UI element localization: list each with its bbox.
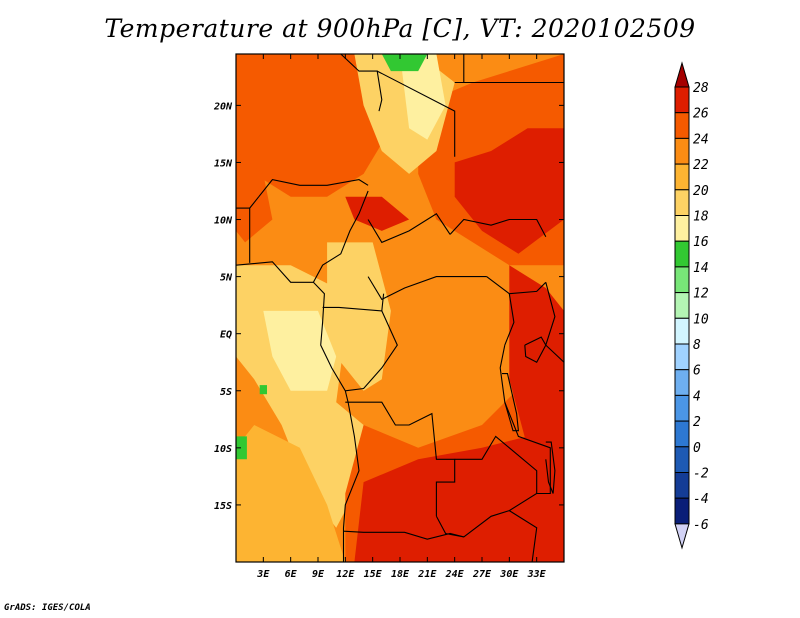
temperature-shading — [236, 54, 564, 562]
temp-region-green-patch-sw — [259, 385, 267, 395]
colorbar-label: 8 — [693, 338, 701, 353]
colorbar-label: 4 — [693, 389, 701, 404]
temp-region-pale-sahara-core — [400, 54, 446, 140]
border-uganda-kenya — [545, 282, 556, 346]
colorbar-label: -2 — [693, 467, 709, 482]
border-mozambique — [509, 510, 538, 562]
colorbar-box — [674, 189, 690, 217]
temp-region-orange-angola-coast — [236, 425, 346, 562]
colorbar-top-triangle — [674, 61, 690, 88]
lat-tick-label: EQ — [220, 330, 232, 341]
lake-malawi — [545, 441, 556, 494]
colorbar-box — [674, 420, 690, 448]
colorbar-label: -4 — [693, 492, 709, 507]
colorbar-label: 0 — [693, 441, 701, 456]
latitude-axis: 20N 15N 10N 5N EQ 5S 10S 15S — [213, 101, 564, 512]
longitude-axis: 3E 6E 9E 12E 15E 18E 21E 24E 27E 30E 33E — [256, 54, 547, 580]
colorbar-label: 26 — [693, 107, 709, 122]
colorbar-label: 20 — [693, 184, 709, 199]
temp-region-light-congo — [327, 242, 391, 391]
colorbar-label: 18 — [693, 210, 709, 225]
lon-tick-label: 3E — [256, 569, 270, 580]
border-drc-angola — [345, 401, 456, 517]
colorbar-label: 14 — [693, 261, 709, 276]
colorbar-box — [674, 137, 690, 165]
border-drc-east — [504, 293, 515, 346]
lon-tick-label: 27E — [472, 569, 492, 580]
lon-tick-label: 18E — [391, 569, 410, 580]
colorbar-box — [674, 472, 690, 499]
temp-region-red-east-sudan — [454, 128, 564, 254]
lon-tick-label: 33E — [527, 569, 547, 580]
colorbar-label: 22 — [693, 158, 709, 173]
colorbar-box — [674, 266, 690, 294]
temp-region-red-south — [354, 436, 564, 562]
temperature-map-panel — [235, 53, 565, 563]
border-chad-north — [376, 70, 456, 157]
lon-tick-label: 9E — [312, 569, 325, 580]
colorbar-label: 28 — [693, 81, 709, 96]
colorbar-label: 16 — [693, 235, 709, 250]
lat-tick-label: 15S — [214, 501, 232, 512]
lat-tick-label: 15N — [214, 158, 233, 169]
lake-victoria — [524, 336, 547, 363]
colorbar-box — [674, 112, 690, 139]
temp-region-orange-north-band — [236, 54, 400, 197]
lat-tick-label: 5N — [220, 273, 233, 284]
colorbar-box — [674, 215, 690, 242]
border-angola-namibia — [343, 530, 464, 540]
border-south-sudan-uganda — [486, 276, 547, 295]
colorbar-box — [674, 446, 690, 473]
lat-tick-label: 10S — [214, 444, 232, 455]
border-sudan-ss — [449, 218, 547, 237]
border-nigeria-cameroon — [312, 190, 369, 283]
colorbar-box — [674, 343, 690, 371]
lon-tick-label: 21E — [417, 569, 437, 580]
border-kenya-tanzania — [545, 344, 564, 363]
lake-tanganyika — [502, 373, 520, 432]
lon-tick-label: 30E — [499, 569, 519, 580]
colorbar-box — [674, 292, 690, 319]
colorbar-box — [674, 369, 690, 396]
border-niger-nigeria — [258, 178, 369, 198]
colorbar-label: 12 — [693, 287, 709, 302]
temp-region-green-patch-coast — [236, 436, 247, 460]
colorbar-bottom-triangle — [674, 523, 690, 550]
colorbar-label: 2 — [693, 415, 701, 430]
colorbar-box — [674, 317, 690, 345]
map-title: Temperature at 900hPa [C], VT: 202010250… — [104, 14, 696, 43]
colorbar-box — [674, 86, 690, 114]
lat-tick-label: 10N — [214, 216, 233, 227]
colorbar-box — [674, 497, 690, 525]
border-cameroon-gabon — [322, 293, 385, 312]
temp-region-orange-west-coast — [236, 151, 273, 243]
colorbar-box — [674, 240, 690, 268]
border-car-drc — [367, 276, 487, 301]
lon-tick-label: 24E — [445, 569, 465, 580]
colorbar-label: 24 — [693, 132, 709, 147]
country-borders — [236, 54, 564, 562]
border-congo-drc — [345, 310, 398, 392]
lat-tick-label: 5S — [220, 387, 232, 398]
colorbar-label: 6 — [693, 364, 701, 379]
colorbar-box — [674, 163, 690, 191]
lon-tick-label: 6E — [285, 569, 298, 580]
colorbar-label: 10 — [693, 312, 709, 327]
coastline-west-africa — [236, 261, 360, 562]
border-chad-car — [367, 213, 451, 244]
colorbar-box — [674, 394, 690, 422]
colorbar-label: -6 — [693, 518, 709, 533]
temp-region-pale-gulf-core — [263, 310, 337, 391]
temp-region-green-north-cold — [381, 54, 428, 72]
lon-tick-label: 12E — [336, 569, 355, 580]
temp-region-red-lake-chad — [345, 196, 410, 231]
temp-region-red-east-africa — [509, 265, 564, 471]
lat-tick-label: 20N — [213, 101, 233, 112]
grads-credit: GrADS: IGES/COLA — [4, 603, 91, 613]
lon-tick-label: 15E — [364, 569, 383, 580]
